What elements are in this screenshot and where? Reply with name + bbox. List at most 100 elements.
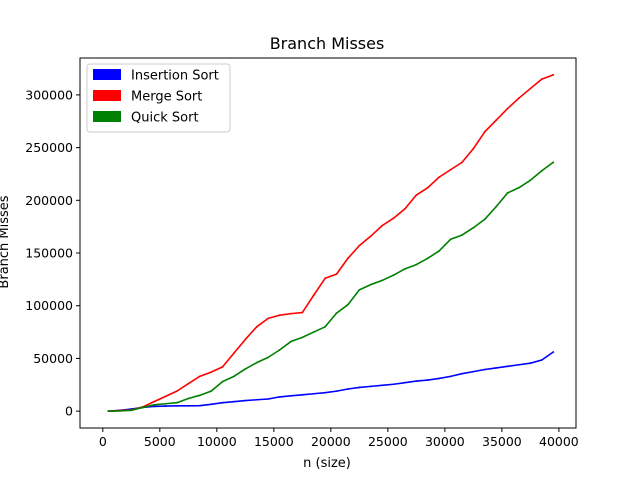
data-point-merge-sort: [381, 224, 384, 227]
data-point-merge-sort: [369, 235, 372, 238]
series-line-insertion-sort: [107, 350, 555, 412]
data-point-merge-sort: [472, 147, 475, 150]
data-point-insertion-sort: [472, 370, 475, 373]
x-axis-label: n (size): [303, 456, 351, 471]
data-point-merge-sort: [347, 257, 349, 260]
data-point-quick-sort: [210, 390, 213, 393]
data-point-merge-sort: [426, 186, 429, 189]
data-point-insertion-sort: [438, 377, 441, 380]
x-tick-label: 30000: [425, 434, 465, 449]
data-point-quick-sort: [255, 361, 258, 364]
data-point-quick-sort: [347, 303, 349, 306]
data-point-quick-sort: [187, 397, 190, 400]
data-point-insertion-sort: [358, 386, 361, 389]
legend: Insertion Sort Merge Sort Quick Sort: [86, 63, 231, 133]
data-point-quick-sort: [244, 368, 247, 370]
data-point-quick-sort: [278, 349, 281, 351]
y-tick-label: 250000: [25, 140, 73, 155]
data-point-insertion-sort: [267, 398, 270, 400]
data-point-merge-sort: [233, 352, 235, 355]
y-tick-label: 0: [65, 404, 73, 419]
data-point-insertion-sort: [426, 379, 429, 381]
data-point-quick-sort: [381, 279, 384, 282]
legend-box: [86, 63, 231, 133]
data-point-quick-sort: [335, 312, 338, 314]
data-point-quick-sort: [472, 226, 475, 229]
y-tick-label: 200000: [25, 193, 73, 208]
y-tick-label: 100000: [25, 298, 73, 313]
data-point-merge-sort: [483, 130, 486, 133]
data-point-quick-sort: [540, 169, 543, 172]
x-tick-label: 40000: [539, 434, 579, 449]
data-point-insertion-sort: [324, 391, 327, 394]
data-point-insertion-sort: [381, 384, 384, 387]
legend-swatch-merge-sort: [93, 90, 121, 101]
data-point-insertion-sort: [483, 368, 486, 371]
data-point-quick-sort: [130, 409, 133, 412]
data-point-merge-sort: [324, 277, 327, 280]
data-point-merge-sort: [312, 294, 315, 297]
data-point-insertion-sort: [529, 362, 532, 365]
data-point-merge-sort: [187, 382, 190, 385]
data-point-insertion-sort: [392, 383, 395, 386]
data-point-insertion-sort: [210, 403, 213, 406]
data-point-insertion-sort: [415, 380, 418, 382]
data-point-quick-sort: [119, 410, 121, 412]
data-point-insertion-sort: [552, 351, 555, 353]
axes-frame: [79, 57, 577, 429]
data-point-insertion-sort: [540, 359, 543, 361]
data-point-quick-sort: [233, 375, 235, 378]
legend-label-insertion-sort: Insertion Sort: [131, 69, 219, 84]
data-point-quick-sort: [495, 205, 498, 208]
data-point-insertion-sort: [255, 398, 258, 401]
data-point-quick-sort: [290, 340, 292, 343]
data-point-quick-sort: [506, 192, 509, 194]
data-point-insertion-sort: [495, 367, 498, 369]
data-point-quick-sort: [415, 263, 418, 266]
data-point-insertion-sort: [221, 401, 224, 404]
data-point-quick-sort: [404, 267, 406, 270]
x-tick-label: 35000: [482, 434, 522, 449]
data-point-merge-sort: [529, 87, 532, 90]
data-point-insertion-sort: [404, 381, 406, 384]
data-point-quick-sort: [529, 179, 532, 182]
data-point-merge-sort: [495, 119, 498, 122]
data-point-quick-sort: [392, 274, 395, 277]
data-point-merge-sort: [278, 314, 281, 317]
data-point-quick-sort: [552, 161, 555, 164]
y-axis-label: Branch Misses: [0, 195, 12, 288]
data-point-insertion-sort: [449, 375, 452, 378]
data-point-quick-sort: [324, 325, 327, 328]
data-point-insertion-sort: [198, 404, 201, 407]
data-point-merge-sort: [164, 395, 167, 398]
data-point-quick-sort: [312, 331, 315, 333]
data-point-quick-sort: [267, 356, 270, 359]
data-point-quick-sort: [153, 403, 156, 406]
data-point-quick-sort: [141, 406, 144, 409]
data-point-merge-sort: [449, 168, 452, 171]
y-tick-label: 300000: [25, 87, 73, 102]
data-point-quick-sort: [518, 186, 520, 189]
data-point-quick-sort: [426, 257, 429, 260]
series-line-merge-sort: [107, 73, 555, 412]
data-point-quick-sort: [107, 410, 110, 413]
data-point-merge-sort: [267, 317, 270, 320]
x-tick-label: 25000: [368, 434, 408, 449]
data-point-insertion-sort: [233, 400, 235, 403]
data-point-merge-sort: [335, 273, 338, 275]
data-point-insertion-sort: [244, 399, 247, 402]
legend-swatch-quick-sort: [93, 111, 121, 122]
data-point-merge-sort: [506, 107, 509, 110]
data-point-quick-sort: [461, 234, 463, 236]
x-tick-label: 20000: [311, 434, 351, 449]
data-point-insertion-sort: [290, 394, 292, 397]
data-point-merge-sort: [392, 217, 395, 220]
data-point-insertion-sort: [312, 392, 315, 395]
x-tick-label: 5000: [144, 434, 176, 449]
data-point-merge-sort: [290, 312, 292, 315]
chart-title: Branch Misses: [270, 34, 385, 53]
data-point-insertion-sort: [518, 363, 520, 366]
data-point-quick-sort: [358, 289, 361, 291]
data-point-quick-sort: [301, 336, 304, 339]
